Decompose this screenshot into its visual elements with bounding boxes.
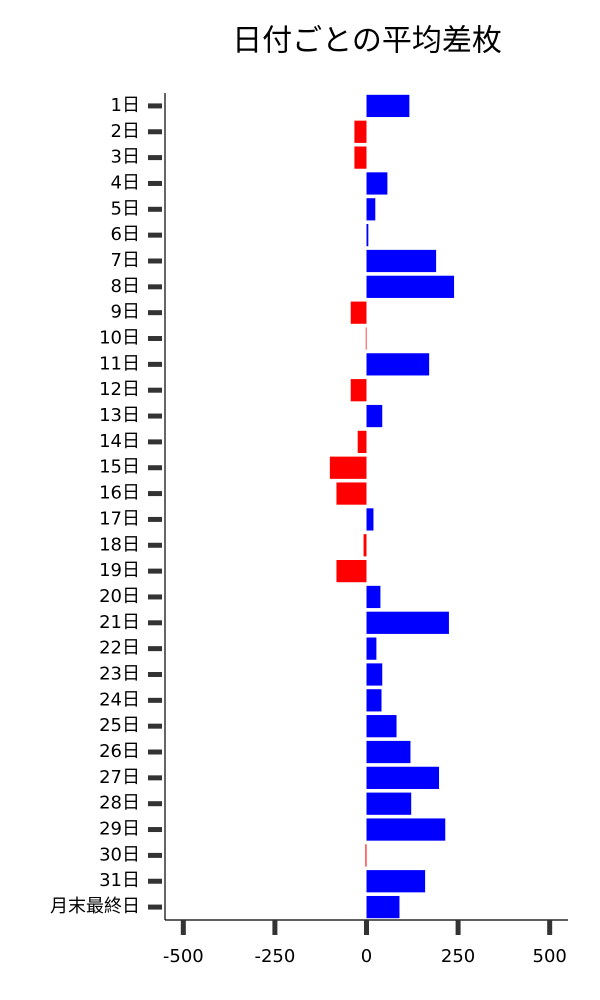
y-tick-label: 1日 [111,95,140,116]
x-tick-label: 0 [361,946,372,967]
bar [366,740,411,764]
x-tick-label: 250 [441,946,475,967]
bar [329,456,367,479]
bar [365,327,367,350]
y-tick-label: 13日 [99,405,140,426]
y-tick-label: 20日 [99,586,140,607]
y-tick-label: 9日 [111,302,140,323]
bar [366,715,397,738]
y-tick-label: 26日 [99,741,140,762]
y-tick-label: 7日 [111,250,140,271]
y-tick-label: 16日 [99,483,140,504]
y-tick-label: 24日 [99,689,140,710]
bar [366,249,437,273]
bar [357,430,367,454]
bar [366,585,381,609]
chart-title: 日付ごとの平均差枚 [232,24,502,59]
y-tick-label: 6日 [111,224,140,245]
y-tick-label: 17日 [99,508,140,529]
bar [350,379,367,402]
bar [366,198,376,221]
y-tick-label: 27日 [99,767,140,788]
bar [336,559,367,583]
y-tick-label: 10日 [99,328,140,349]
bar [366,870,426,893]
y-tick-label: 23日 [99,663,140,684]
bar [366,818,446,841]
y-tick-label: 11日 [99,353,140,374]
x-tick-label: -250 [254,946,295,967]
bar [366,611,449,634]
bar [366,689,382,712]
bar [366,172,388,195]
y-tick-label: 29日 [99,819,140,840]
y-tick-label: 28日 [99,793,140,814]
x-tick-label: -500 [163,946,204,967]
bar [366,895,400,919]
bar [365,844,367,867]
bar [366,766,440,789]
y-tick-label: 21日 [99,612,140,633]
y-tick-label: 12日 [99,379,140,400]
y-tick-label: 15日 [99,457,140,478]
bar [366,275,455,298]
bar [366,663,383,686]
bar [354,146,367,169]
y-tick-label: 22日 [99,638,140,659]
bar [366,792,412,815]
bar [336,482,367,505]
bar [366,508,374,531]
y-tick-label: 4日 [111,172,140,193]
x-tick-label: 500 [533,946,567,967]
y-tick-label: 14日 [99,431,140,452]
y-tick-label: 3日 [111,147,140,168]
y-tick-label: 19日 [99,560,140,581]
bar [366,404,383,428]
y-tick-label: 2日 [111,121,140,142]
bar [366,224,369,247]
y-tick-label: 18日 [99,534,140,555]
bar [363,534,367,557]
bar [366,353,430,376]
y-tick-label: 8日 [111,276,140,297]
bar [354,120,367,143]
y-tick-label: 5日 [111,198,140,219]
bar [350,301,367,324]
y-tick-label: 25日 [99,715,140,736]
bar [366,637,377,660]
y-tick-label: 月末最終日 [50,896,140,917]
y-tick-label: 31日 [99,870,140,891]
bar [366,94,410,118]
y-tick-label: 30日 [99,844,140,865]
